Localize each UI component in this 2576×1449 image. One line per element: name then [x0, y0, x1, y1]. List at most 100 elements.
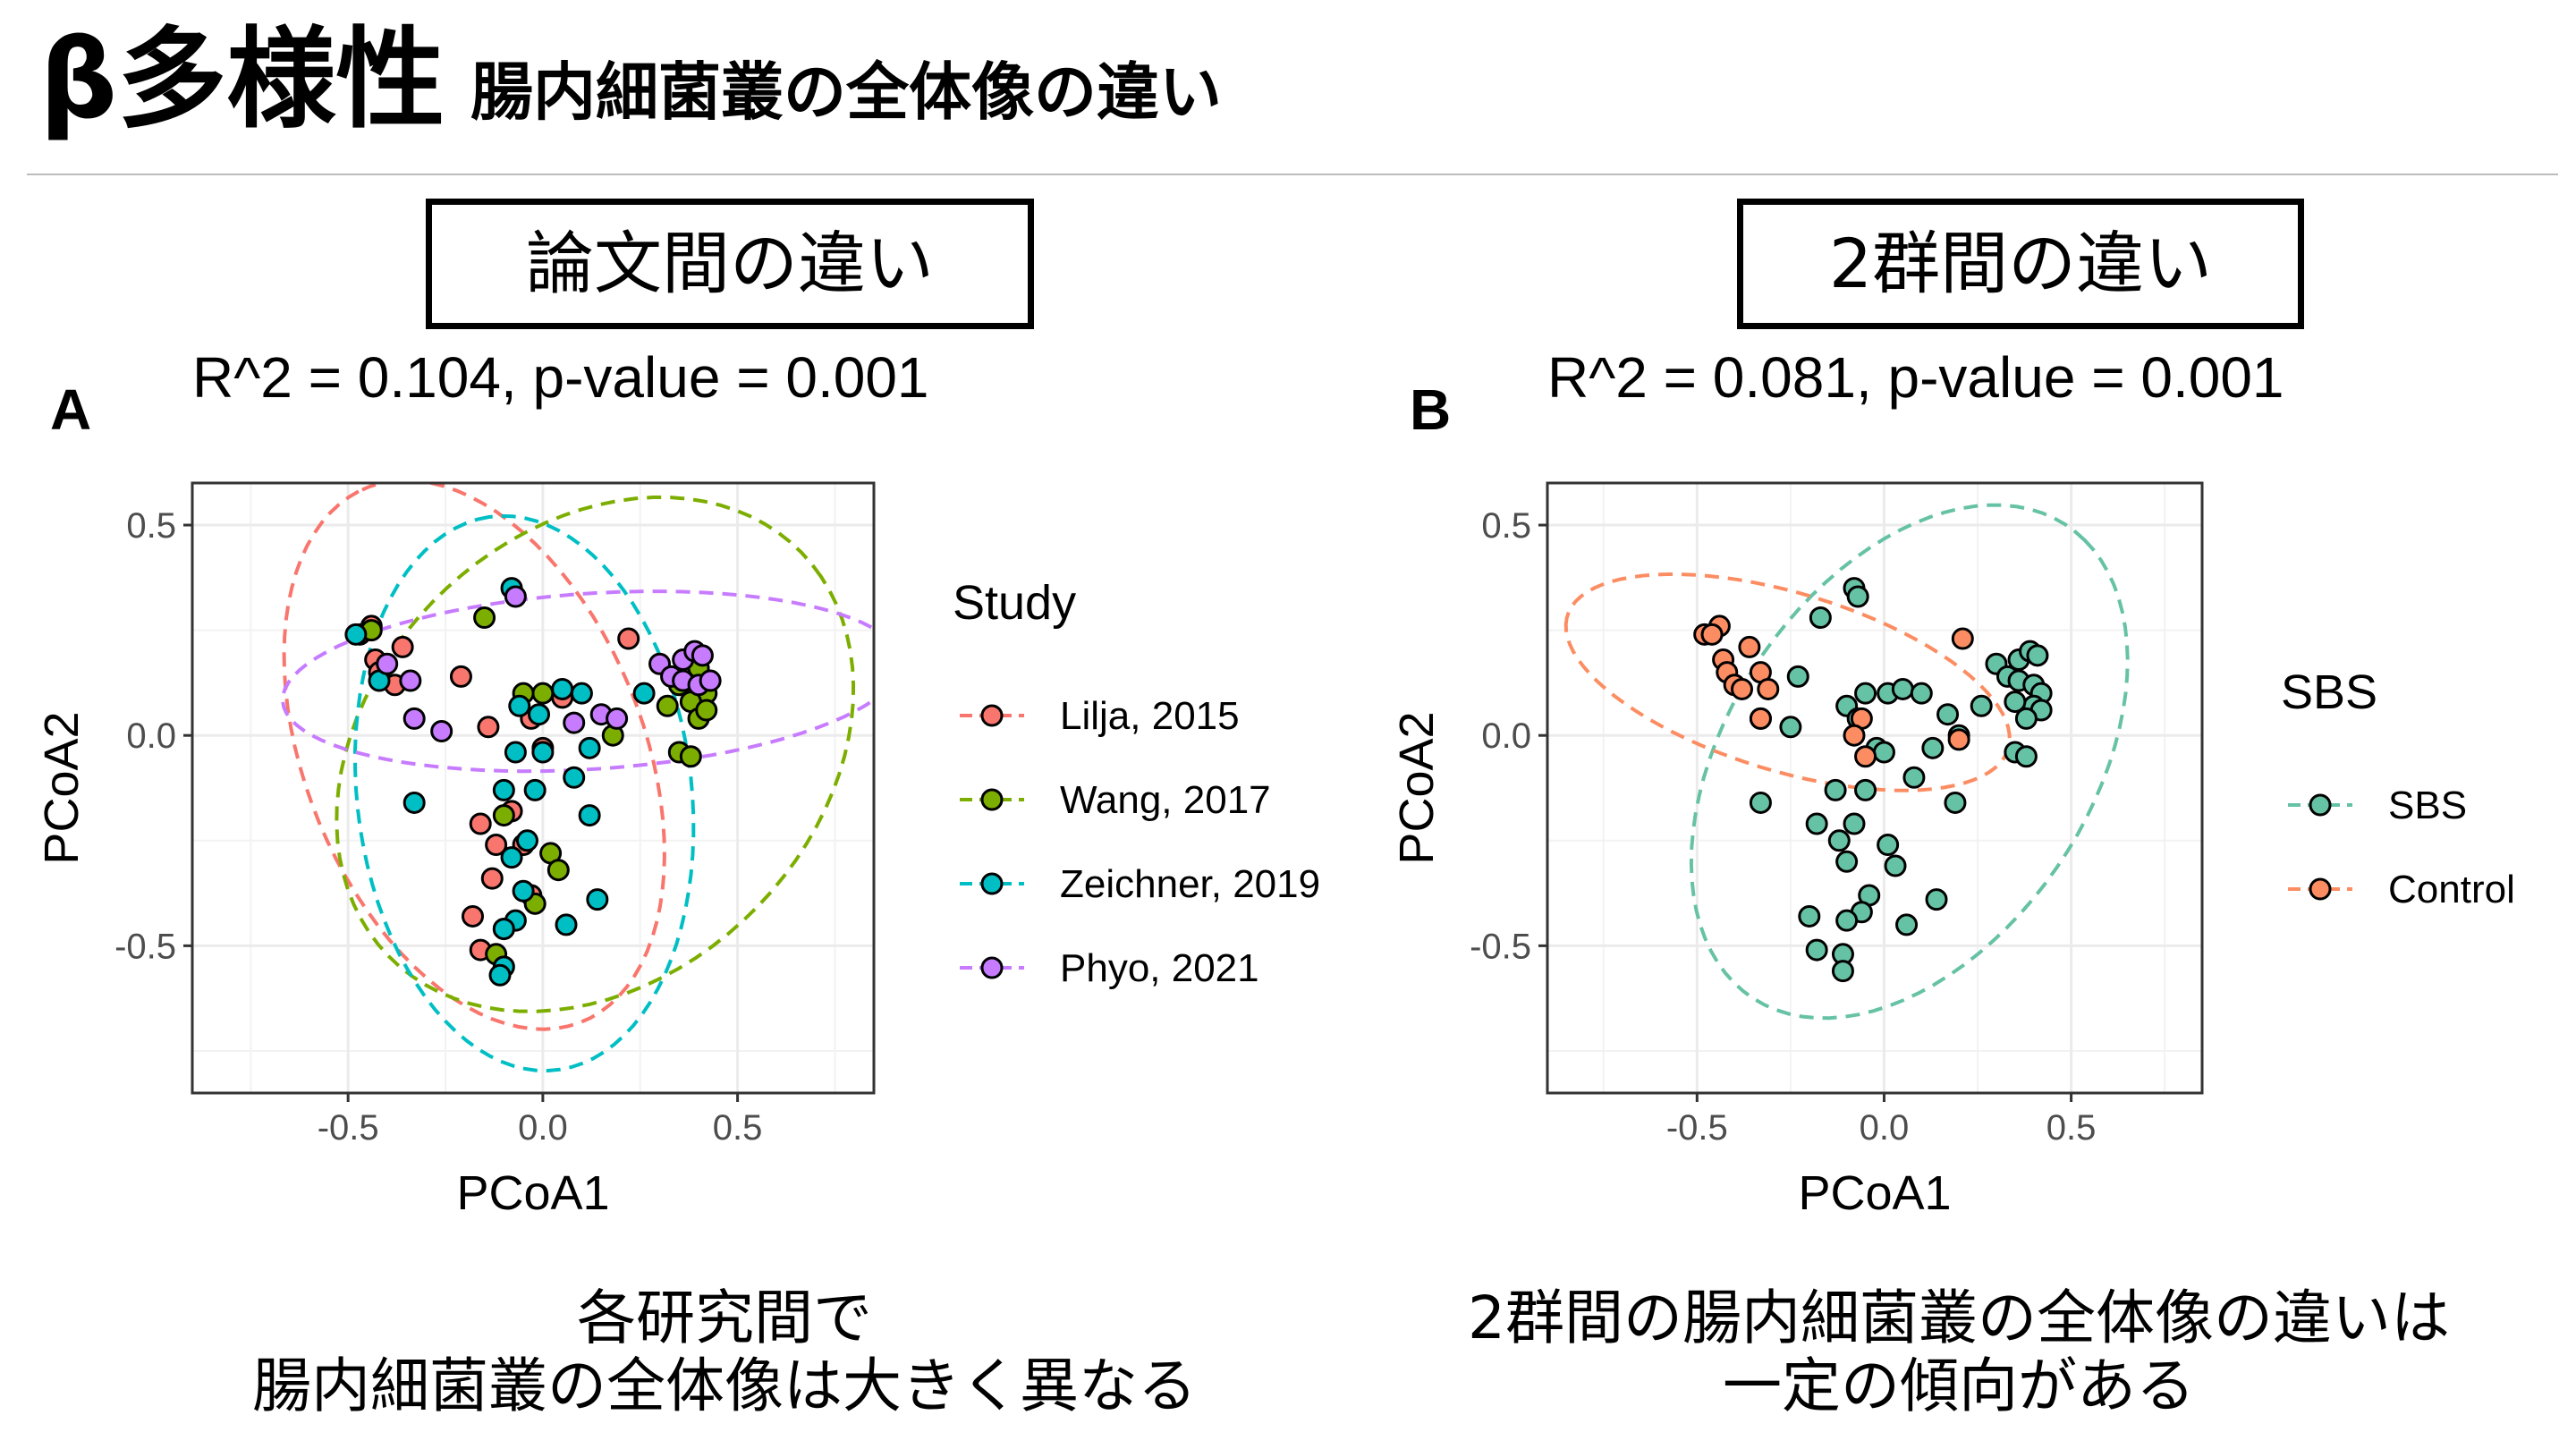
data-point-zeichner-2019 [570, 682, 593, 705]
data-point-lilja-2015 [391, 635, 414, 658]
data-point-zeichner-2019 [492, 778, 515, 801]
legend-label: Lilja, 2015 [1060, 694, 1240, 738]
left-caption-line-2: 腸内細菌叢の全体像は大きく異なる [252, 1351, 1197, 1420]
data-point-zeichner-2019 [586, 888, 609, 911]
left-heading-box: 論文間の違い [426, 199, 1034, 329]
ellipse-lilja-2015 [282, 483, 666, 1031]
data-point-zeichner-2019 [632, 682, 656, 705]
data-point-sbs [1925, 888, 1948, 911]
data-point-control [1854, 745, 1877, 768]
data-point-control [1731, 677, 1754, 700]
data-point-sbs [1779, 716, 1802, 739]
stats-title-b: R^2 = 0.081, p-value = 0.001 [1547, 345, 2284, 410]
legend-key-point [980, 956, 1004, 979]
data-point-sbs [1884, 854, 1907, 877]
legend-key-point [2309, 877, 2332, 901]
data-point-control [1951, 627, 1974, 650]
title-divider [27, 174, 2558, 175]
data-point-phyo-2021 [399, 669, 422, 692]
data-point-zeichner-2019 [504, 741, 527, 764]
data-point-sbs [2014, 745, 2038, 768]
plot-area-b [1563, 503, 2130, 1021]
data-point-lilja-2015 [485, 833, 508, 856]
legend-key-point [2309, 793, 2332, 817]
legend-label: Control [2388, 868, 2515, 911]
ellipse-sbs [1689, 503, 2130, 1021]
data-point-sbs [1854, 682, 1877, 705]
legend-item-control: Control [2288, 868, 2515, 911]
data-point-sbs [1902, 766, 1926, 789]
data-point-zeichner-2019 [578, 804, 601, 827]
stats-title-a: R^2 = 0.104, p-value = 0.001 [192, 345, 929, 410]
legend-label: SBS [2388, 784, 2467, 827]
y-axis-title: PCoA2 [1390, 711, 1444, 864]
data-point-lilja-2015 [462, 904, 485, 928]
data-point-sbs [1854, 778, 1877, 801]
left-caption-line-1: 各研究間で [577, 1284, 872, 1352]
data-point-zeichner-2019 [512, 879, 535, 902]
data-point-sbs [1846, 585, 1869, 608]
data-point-wang-2017 [695, 699, 718, 722]
x-tick-label: 0.5 [2046, 1108, 2097, 1148]
data-point-sbs [1805, 938, 1828, 962]
data-point-sbs [1749, 791, 1772, 814]
right-caption: 2群間の腸内細菌叢の全体像の違いは 一定の傾向がある [1342, 1284, 2576, 1420]
data-point-zeichner-2019 [551, 677, 574, 700]
data-point-control [1757, 677, 1780, 700]
data-point-sbs [1786, 665, 1809, 688]
legend-label: Wang, 2017 [1060, 778, 1271, 822]
data-point-sbs [1910, 682, 1933, 705]
data-point-lilja-2015 [617, 627, 640, 650]
data-point-lilja-2015 [477, 716, 500, 739]
data-point-wang-2017 [492, 804, 515, 827]
right-heading-box: 2群間の違い [1737, 199, 2304, 329]
data-point-zeichner-2019 [344, 623, 368, 646]
data-point-sbs [1835, 850, 1859, 873]
right-caption-line-2: 一定の傾向がある [1723, 1351, 2195, 1420]
data-point-sbs [1798, 904, 1821, 928]
ellipse-wang-2017 [335, 495, 856, 1013]
data-point-control [1843, 724, 1866, 747]
legend-key-point [980, 788, 1004, 811]
legend-key-point [980, 872, 1004, 895]
ellipse-phyo-2021 [281, 589, 874, 774]
legend-item-sbs: SBS [2288, 784, 2467, 827]
data-point-sbs [1970, 694, 1993, 717]
data-point-control [1749, 707, 1772, 730]
data-point-phyo-2021 [699, 669, 722, 692]
chart-panel-b: B R^2 = 0.081, p-value = 0.001 -0.5 0.0 0.5 -… [1390, 345, 2515, 1220]
data-point-sbs [1872, 741, 1895, 764]
y-tick-label: 0.5 [1481, 506, 1531, 546]
data-point-zeichner-2019 [492, 918, 515, 941]
left-caption: 各研究間で 腸内細菌叢の全体像は大きく異なる [0, 1284, 1449, 1420]
data-point-phyo-2021 [504, 585, 527, 608]
data-point-phyo-2021 [606, 707, 629, 730]
y-tick-label: -0.5 [114, 927, 176, 966]
data-point-phyo-2021 [563, 711, 586, 734]
data-point-sbs [1824, 778, 1847, 801]
x-tick-label: 0.0 [1860, 1108, 1910, 1148]
data-point-sbs [1877, 833, 1900, 856]
data-point-sbs [1835, 909, 1859, 932]
legend-title: SBS [2281, 665, 2377, 719]
legend-key-point [980, 704, 1004, 727]
data-point-zeichner-2019 [531, 741, 555, 764]
data-point-zeichner-2019 [488, 963, 512, 987]
data-point-sbs [1944, 791, 1967, 814]
data-point-zeichner-2019 [555, 913, 578, 936]
data-point-sbs [1809, 606, 1832, 630]
y-tick-label: -0.5 [1470, 927, 1531, 966]
data-point-wang-2017 [531, 682, 555, 705]
x-tick-label: -0.5 [318, 1108, 379, 1148]
data-point-zeichner-2019 [500, 846, 523, 869]
legend-item-zeichner-2019: Zeichner, 2019 [960, 862, 1320, 906]
ellipse-zeichner-2019 [352, 513, 696, 1073]
ellipse-control [1563, 572, 2012, 792]
data-point-sbs [2026, 644, 2049, 667]
data-point-zeichner-2019 [528, 703, 551, 726]
data-point-phyo-2021 [402, 707, 426, 730]
data-point-lilja-2015 [449, 665, 472, 688]
x-tick-label: 0.0 [518, 1108, 568, 1148]
legend-item-lilja-2015: Lilja, 2015 [960, 694, 1240, 738]
legend-item-wang-2017: Wang, 2017 [960, 778, 1271, 822]
